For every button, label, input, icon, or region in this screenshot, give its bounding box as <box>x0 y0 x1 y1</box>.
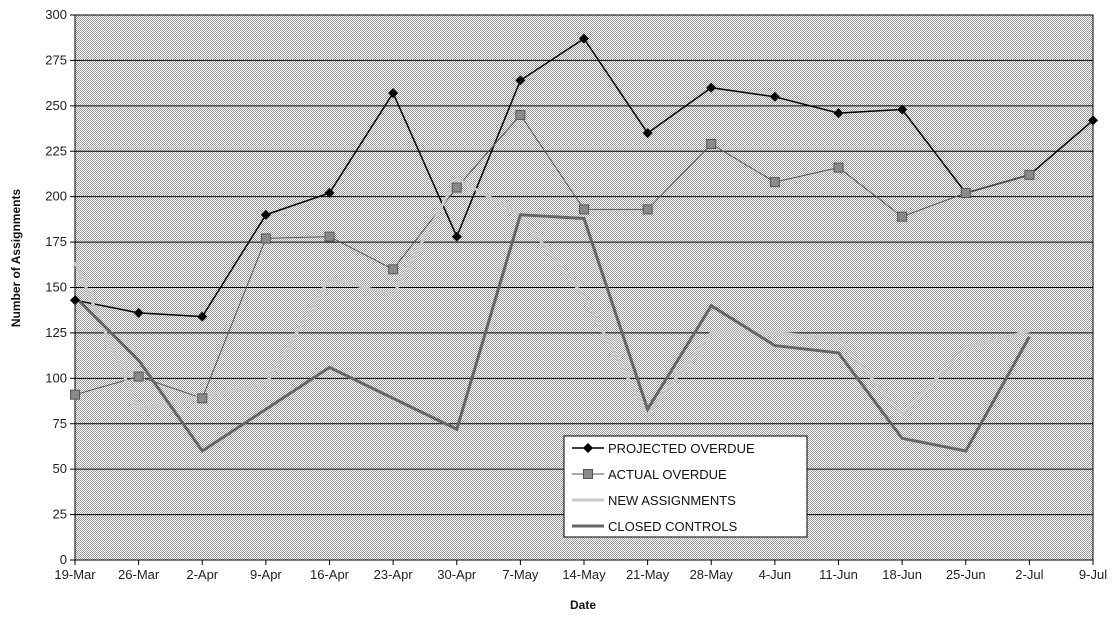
data-point-projected-overdue <box>1088 115 1098 126</box>
data-point-projected-overdue <box>515 75 526 86</box>
data-point-projected-overdue <box>133 307 144 318</box>
legend-label-closed-controls: CLOSED CONTROLS <box>608 519 738 534</box>
data-point-projected-overdue <box>642 128 653 139</box>
data-point-actual-overdue <box>769 177 780 188</box>
x-tick-label: 30-Apr <box>437 567 477 582</box>
x-tick-label: 18-Jun <box>882 567 922 582</box>
data-point-projected-overdue <box>197 311 208 322</box>
data-point-actual-overdue <box>515 109 526 120</box>
data-point-projected-overdue <box>706 82 717 93</box>
x-tick-label: 23-Apr <box>374 567 414 582</box>
legend-label-actual-overdue: ACTUAL OVERDUE <box>608 467 727 482</box>
legend-marker-projected-overdue <box>583 443 593 453</box>
data-point-projected-overdue <box>833 108 844 119</box>
data-point-projected-overdue <box>70 295 80 306</box>
data-point-actual-overdue <box>1024 169 1035 180</box>
x-tick-label: 19-Mar <box>54 567 96 582</box>
x-axis-ticks: 19-Mar 26-Mar 2-Apr 9-Apr 16-Apr 23-Apr 30-Apr… <box>54 560 1107 582</box>
gridlines <box>75 59 1093 516</box>
x-tick-label: 11-Jun <box>819 567 858 582</box>
legend: PROJECTED OVERDUE ACTUAL OVERDUE NEW ASSIG… <box>563 435 808 538</box>
data-point-actual-overdue <box>388 264 399 275</box>
data-point-projected-overdue <box>260 209 271 220</box>
y-tick-label: 25 <box>53 507 67 522</box>
series-line-closed-controls <box>73 213 1031 454</box>
x-tick-label: 28-May <box>690 567 734 582</box>
data-point-actual-overdue <box>579 204 589 215</box>
y-axis-ticks: 0 25 50 75 100 125 150 175 200 225 250 275 300 <box>45 7 75 567</box>
x-tick-label: 4-Jun <box>759 567 792 582</box>
y-tick-label: 200 <box>45 189 67 204</box>
x-tick-label: 9-Jul <box>1079 567 1107 582</box>
y-tick-label: 75 <box>53 416 67 431</box>
y-tick-label: 150 <box>45 280 67 295</box>
series-line-actual-overdue <box>74 114 1030 399</box>
y-tick-label: 50 <box>53 461 67 476</box>
y-tick-label: 225 <box>45 143 67 158</box>
data-point-projected-overdue <box>769 91 780 102</box>
x-tick-label: 9-Apr <box>250 567 282 582</box>
y-axis-title: Number of Assignments <box>9 189 23 328</box>
y-tick-label: 0 <box>60 552 67 567</box>
data-point-projected-overdue <box>579 33 589 44</box>
x-tick-label: 14-May <box>562 567 606 582</box>
x-tick-label: 25-Jun <box>946 567 986 582</box>
x-tick-label: 26-Mar <box>118 567 160 582</box>
data-point-projected-overdue <box>451 231 462 242</box>
data-point-actual-overdue <box>897 211 908 222</box>
data-point-actual-overdue <box>706 138 717 149</box>
data-point-actual-overdue <box>70 389 80 400</box>
y-tick-label: 250 <box>45 98 67 113</box>
data-point-actual-overdue <box>260 233 271 244</box>
series-markers <box>70 33 1098 404</box>
data-point-actual-overdue <box>133 371 144 382</box>
data-point-actual-overdue <box>960 188 971 199</box>
data-point-actual-overdue <box>324 231 335 242</box>
y-tick-label: 300 <box>45 7 67 22</box>
data-point-projected-overdue <box>388 88 399 99</box>
data-point-projected-overdue <box>324 188 335 199</box>
data-point-actual-overdue <box>833 162 844 173</box>
x-tick-label: 2-Jul <box>1015 567 1043 582</box>
x-tick-label: 7-May <box>502 567 539 582</box>
series-line-new-assignments <box>73 176 1030 418</box>
y-tick-label: 275 <box>45 52 67 67</box>
y-tick-label: 125 <box>45 325 67 340</box>
legend-label-new-assignments: NEW ASSIGNMENTS <box>608 493 736 508</box>
y-tick-label: 175 <box>45 234 67 249</box>
data-point-actual-overdue <box>642 204 653 215</box>
x-tick-label: 16-Apr <box>310 567 350 582</box>
legend-box <box>563 435 808 538</box>
data-point-projected-overdue <box>897 104 908 115</box>
y-tick-label: 100 <box>45 370 67 385</box>
x-tick-label: 2-Apr <box>186 567 218 582</box>
data-point-actual-overdue <box>451 182 462 193</box>
data-point-actual-overdue <box>197 393 208 404</box>
legend-marker-actual-overdue <box>583 469 593 479</box>
legend-label-projected-overdue: PROJECTED OVERDUE <box>608 441 755 456</box>
x-axis-title: Date <box>570 598 596 612</box>
x-tick-label: 21-May <box>626 567 670 582</box>
